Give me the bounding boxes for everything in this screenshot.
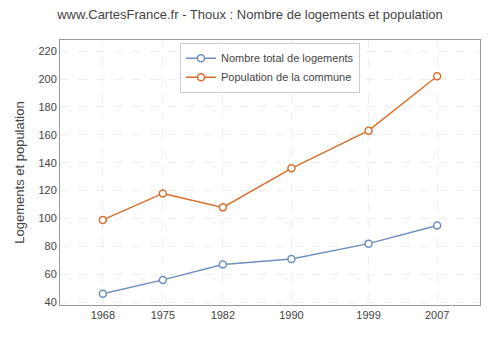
svg-text:Logements et population: Logements et population — [12, 101, 27, 243]
svg-text:220: 220 — [38, 45, 56, 57]
svg-text:140: 140 — [38, 157, 56, 169]
svg-text:1968: 1968 — [91, 309, 115, 321]
svg-text:1990: 1990 — [279, 309, 303, 321]
svg-text:40: 40 — [45, 296, 57, 308]
svg-text:2007: 2007 — [425, 309, 449, 321]
svg-text:60: 60 — [45, 268, 57, 280]
svg-text:1999: 1999 — [356, 309, 380, 321]
svg-text:100: 100 — [38, 212, 56, 224]
svg-text:120: 120 — [38, 184, 56, 196]
svg-text:www.CartesFrance.fr - Thoux :: www.CartesFrance.fr - Thoux : Nombre de … — [56, 7, 443, 22]
svg-text:200: 200 — [38, 73, 56, 85]
svg-text:160: 160 — [38, 129, 56, 141]
svg-text:180: 180 — [38, 101, 56, 113]
svg-text:80: 80 — [45, 240, 57, 252]
svg-text:1982: 1982 — [211, 309, 235, 321]
svg-text:Nombre total de logements: Nombre total de logements — [221, 52, 354, 64]
svg-text:1975: 1975 — [151, 309, 175, 321]
svg-text:Population de la commune: Population de la commune — [221, 71, 351, 83]
